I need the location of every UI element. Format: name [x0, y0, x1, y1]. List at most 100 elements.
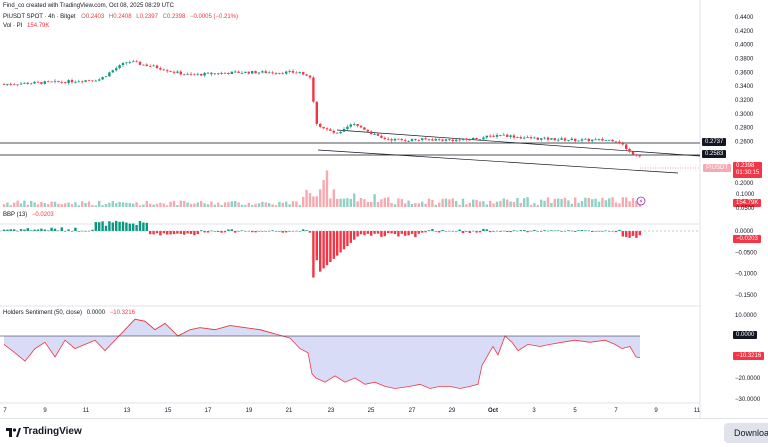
volume-bar: [441, 198, 444, 207]
volume-bar: [50, 201, 53, 207]
candle: [441, 139, 444, 141]
time-tick-15: 7: [614, 408, 618, 414]
volume-bar: [142, 204, 145, 207]
created-by-text: Find_co created with TradingView.com, Oc…: [3, 3, 174, 9]
candle: [526, 137, 529, 138]
volume-bar: [13, 202, 16, 207]
volume-bar: [203, 203, 206, 207]
volume-bar: [189, 203, 193, 207]
download-button[interactable]: Download: [724, 423, 768, 443]
candle: [189, 73, 193, 75]
candle: [43, 81, 46, 84]
price-tick-6: 0.3200: [735, 98, 754, 104]
volume-bar: [312, 196, 315, 207]
candle: [247, 71, 250, 74]
volume-bar: [152, 204, 155, 207]
volume-bar: [410, 204, 414, 207]
bbp-bar: [217, 231, 220, 232]
bbp-bar: [206, 231, 210, 233]
candle: [308, 75, 312, 78]
bbp-bar: [485, 229, 488, 231]
bbp-bar: [305, 230, 308, 231]
bbp-bar: [50, 227, 53, 231]
lightning-icon[interactable]: [636, 196, 646, 206]
candle: [50, 81, 53, 83]
bbp-bar: [336, 231, 339, 256]
volume-tag: 154.79K: [733, 199, 762, 207]
candle: [332, 130, 335, 133]
volume-bar: [285, 201, 288, 207]
candle: [319, 123, 322, 127]
candle: [251, 71, 254, 74]
candle: [478, 139, 482, 140]
bbp-bar: [132, 223, 135, 231]
time-tick-0: 7: [3, 408, 7, 414]
candle: [203, 72, 206, 76]
bbp-bar: [135, 225, 138, 231]
bbp-bar: [597, 230, 601, 232]
bbp-bar: [492, 231, 495, 232]
ohlc-high-label: H: [108, 14, 114, 20]
candle: [472, 138, 475, 140]
bbp-bar: [400, 231, 403, 234]
candle: [47, 81, 50, 83]
candle: [601, 138, 604, 141]
bbp-bar: [441, 229, 444, 231]
ohlc-low: 0.2397: [139, 14, 158, 20]
volume-bar: [251, 205, 254, 207]
volume-bar: [523, 198, 526, 207]
candle: [142, 64, 145, 66]
volume-bar: [349, 198, 352, 207]
volume-bar: [363, 199, 366, 207]
volume-bar: [70, 204, 74, 207]
volume-axis-label-2: 0.0500: [736, 206, 755, 212]
candle: [618, 141, 621, 144]
volume-label[interactable]: Vol · PI: [3, 23, 23, 29]
bbp-bar: [74, 227, 77, 231]
candle: [611, 139, 614, 142]
candle: [84, 80, 87, 82]
volume-bar: [257, 203, 261, 207]
bbp-bar: [475, 231, 478, 233]
holders-label[interactable]: Holders Sentiment (50, close): [3, 310, 83, 316]
chart-canvas[interactable]: 0.4400 0.4200 0.4000 0.3800 0.3600 0.3400 0.32…: [0, 0, 768, 418]
bbp-bar: [60, 227, 63, 231]
candle: [281, 72, 284, 74]
bbp-bar: [533, 229, 536, 231]
candle: [516, 137, 519, 138]
candle: [155, 65, 159, 69]
bbp-bar: [325, 231, 329, 266]
volume-bar: [176, 205, 179, 207]
volume-bar: [19, 203, 23, 207]
bbp-tick-1: −0.0500: [735, 250, 758, 256]
bbp-bar: [380, 231, 383, 237]
volume-bar: [346, 198, 349, 207]
volume-bar: [115, 203, 118, 207]
candle: [9, 83, 12, 85]
candle: [393, 138, 397, 141]
bbp-bar: [281, 231, 284, 233]
tradingview-brand: TradingView: [23, 426, 82, 437]
volume-bar: [631, 197, 635, 207]
symbol-label[interactable]: PIUSDT SPOT · 4h · Bitget: [3, 14, 76, 20]
volume-bar: [567, 200, 570, 207]
candle: [186, 73, 189, 75]
volume-bar: [400, 199, 403, 207]
bbp-bar: [349, 231, 352, 243]
volume-bar: [618, 203, 621, 207]
volume-bar: [529, 204, 533, 207]
candle: [176, 71, 179, 73]
channel-upper: [336, 129, 701, 157]
holders-tick-0: 10.0000: [735, 313, 757, 319]
candle: [98, 79, 101, 81]
bbp-bar: [618, 229, 621, 231]
volume-bar: [465, 204, 468, 207]
bbp-label[interactable]: BBP (13): [3, 212, 28, 218]
bbp-bar: [540, 231, 543, 232]
candle: [74, 81, 77, 83]
candle: [353, 124, 356, 125]
volume-bar: [33, 202, 36, 207]
bbp-bar: [625, 231, 628, 237]
candle: [506, 134, 509, 137]
